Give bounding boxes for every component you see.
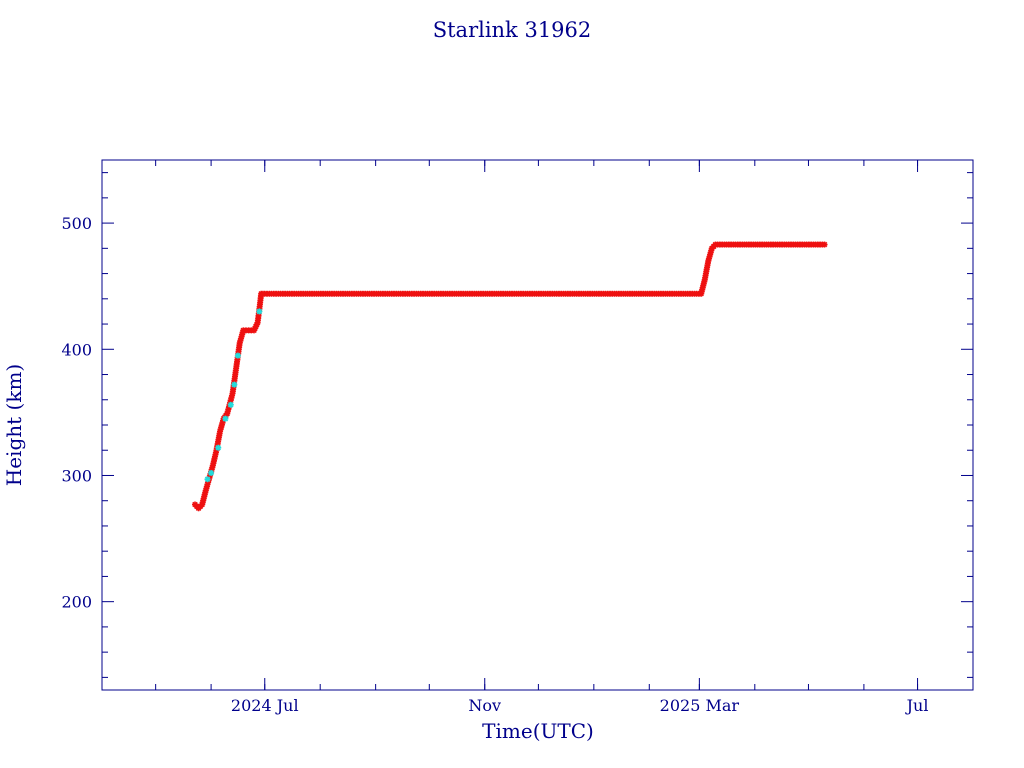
plot-frame: [101, 159, 974, 691]
secondary-point: [208, 469, 215, 476]
axis-ticks: [101, 160, 974, 690]
chart-title: Starlink 31962: [433, 18, 592, 42]
y-tick-label: 400: [61, 340, 92, 359]
primary-point: [821, 241, 828, 248]
secondary-point: [256, 308, 263, 315]
x-tick-label: 2024 Jul: [231, 696, 299, 715]
x-tick-label: Nov: [468, 696, 501, 715]
data-points: [192, 241, 828, 512]
x-axis-title: Time(UTC): [482, 719, 594, 743]
y-axis-title: Height (km): [2, 364, 26, 486]
height-trace-line: [194, 244, 825, 510]
secondary-point: [215, 444, 222, 451]
x-tick-label: Jul: [905, 696, 929, 715]
y-tick-label: 200: [61, 593, 92, 612]
axis-tick-labels: 200 300 400 500 2024 Jul Nov 2025 Mar Jul: [61, 214, 928, 715]
secondary-point: [222, 415, 229, 422]
secondary-point: [234, 352, 241, 359]
x-tick-label: 2025 Mar: [660, 696, 740, 715]
y-tick-label: 500: [61, 214, 92, 233]
secondary-point: [231, 381, 238, 388]
y-tick-label: 300: [61, 466, 92, 485]
secondary-point: [204, 476, 211, 483]
secondary-point: [227, 401, 234, 408]
